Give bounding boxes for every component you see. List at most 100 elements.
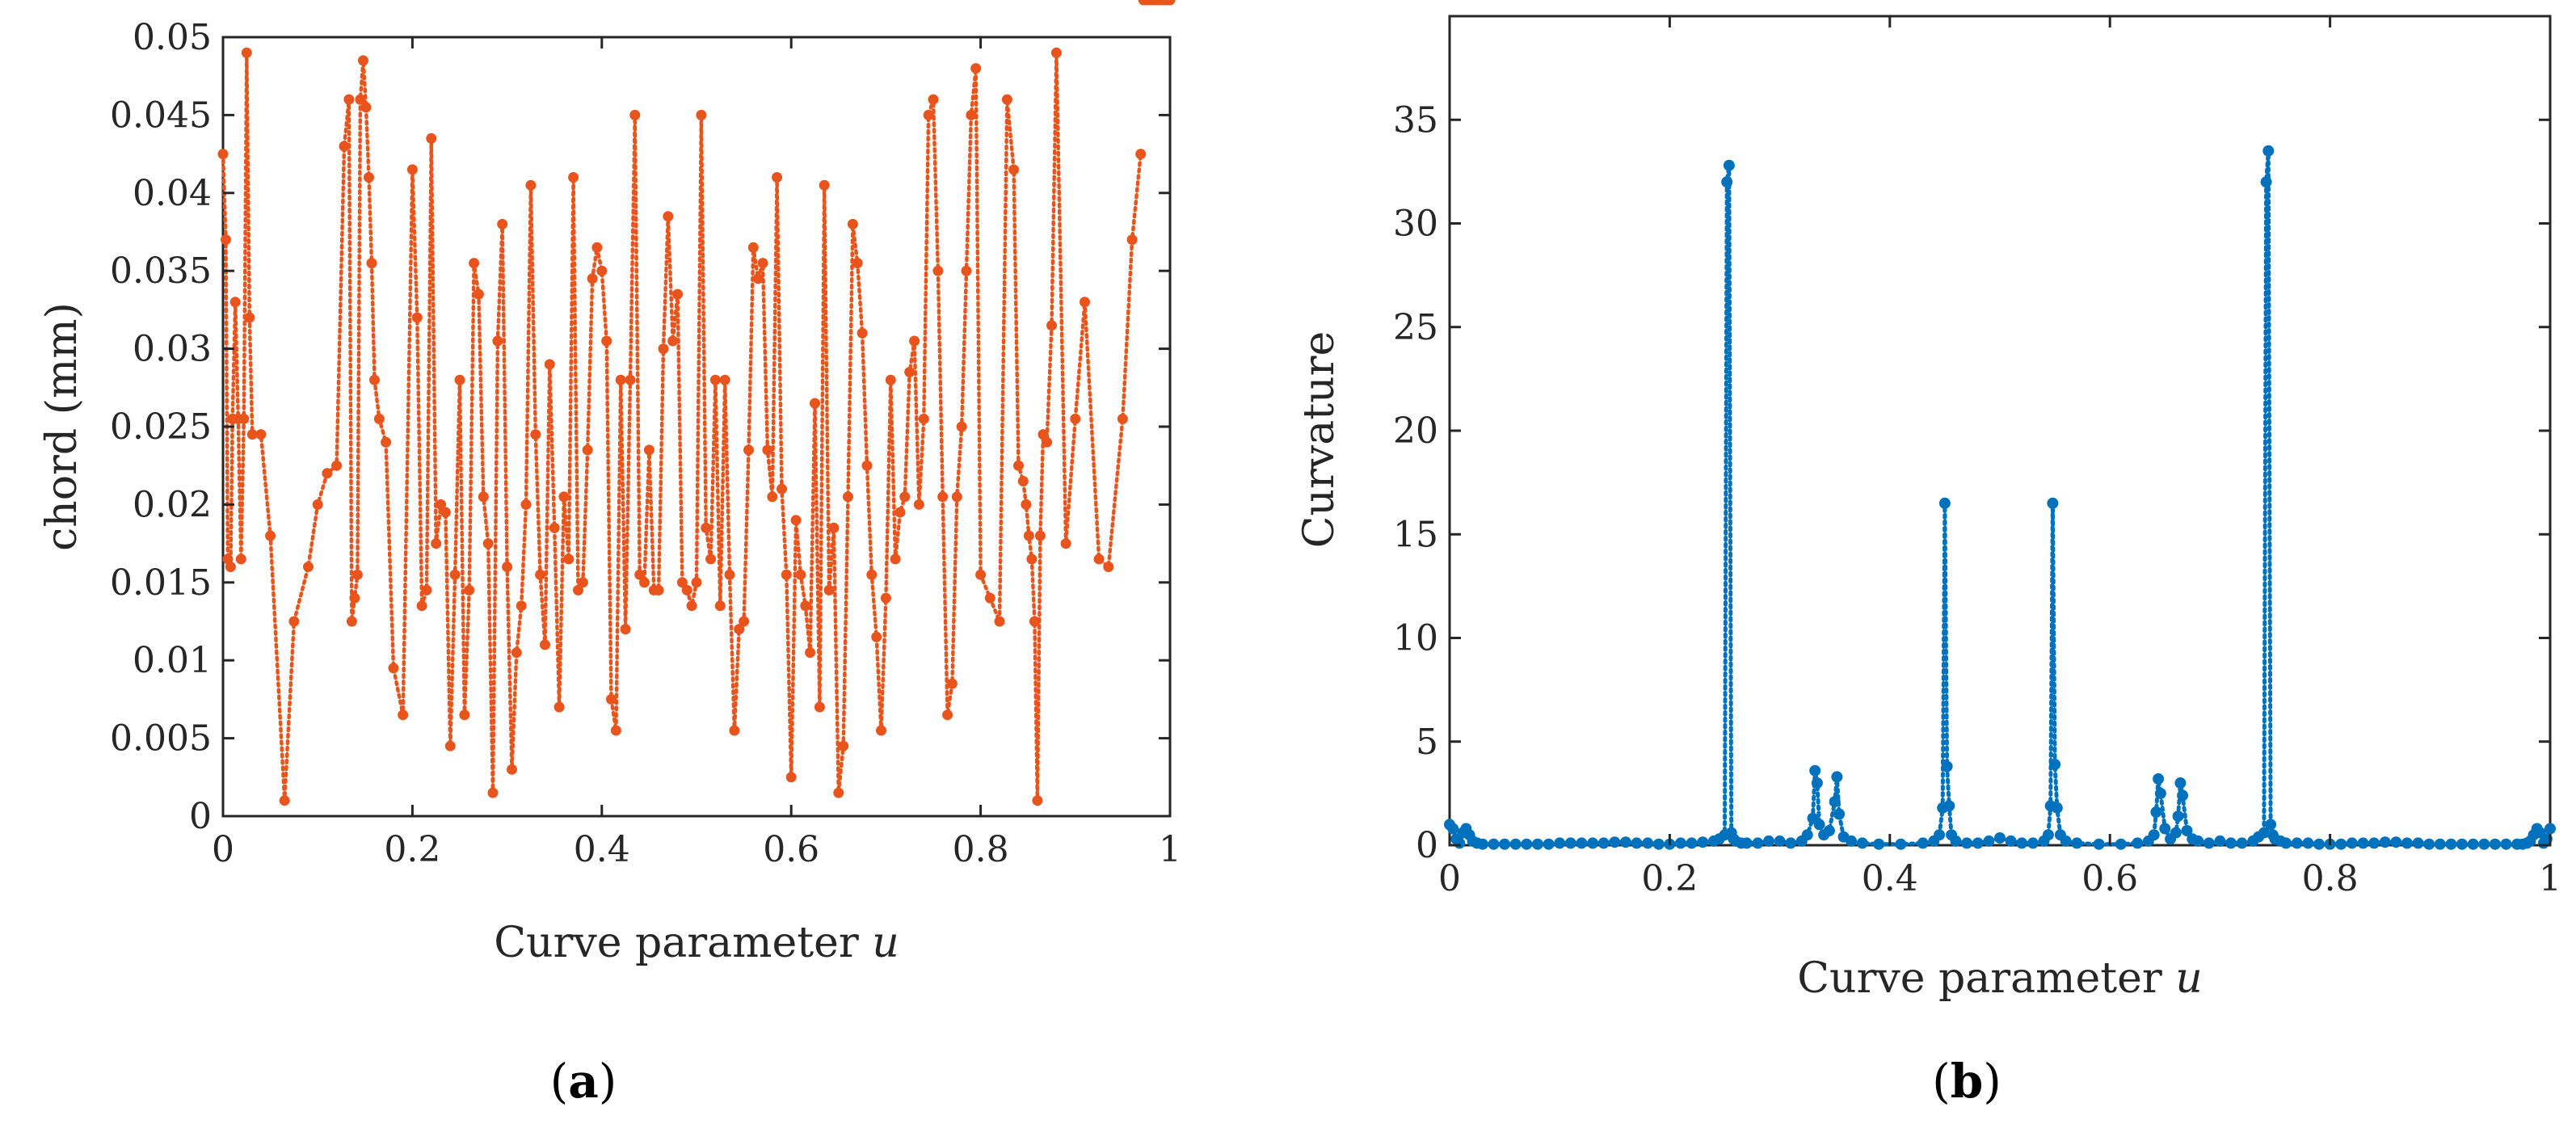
chart-a-data-point [431, 538, 442, 549]
chart-b-data-point [2005, 835, 2017, 847]
chart-a-data-point [411, 312, 423, 323]
chart-a-data-point [1029, 616, 1040, 627]
chart-a-data-point [691, 577, 702, 588]
chart-a-ytick-label: 0.045 [110, 95, 212, 136]
chart-b-frame [1448, 15, 2552, 847]
chart-b-data-point [2174, 777, 2187, 789]
chart-b-data-point [2265, 819, 2277, 831]
chart-a-data-point [701, 522, 712, 533]
chart-b-data-point [1564, 837, 1576, 849]
chart-a-ytick-label: 0.005 [110, 718, 212, 760]
chart-a-data-point [1164, 0, 1176, 6]
chart-b-data-point [2262, 145, 2275, 157]
chart-a-data-point [591, 242, 603, 253]
chart-a-ytick-label: 0 [189, 796, 212, 837]
chart-a-data-point [843, 491, 853, 503]
chart-a-data-point [852, 258, 863, 269]
chart-a-data-point [904, 367, 915, 377]
chart-a-data-point [885, 374, 896, 385]
chart-b-data-point [1774, 835, 1786, 847]
chart-a-data-point [823, 584, 835, 596]
chart-a-data-point [615, 374, 626, 385]
chart-b-data-point [2390, 836, 2402, 848]
chart-b-data-point [2214, 835, 2226, 847]
chart-a-data-point [913, 499, 924, 510]
chart-b-data-point [2467, 838, 2479, 850]
chart-b-data-point [2412, 837, 2424, 849]
chart-a-data-point [946, 678, 958, 689]
chart-a-data-point [563, 554, 575, 565]
chart-b-xlabel-text: Curve parameter [1797, 954, 2162, 1003]
chart-b-data-point [1785, 837, 1797, 849]
chart-b-marks [1444, 145, 2556, 850]
chart-b-data-point [2154, 787, 2166, 799]
chart-b-data-point [2027, 837, 2039, 849]
chart-b-data-point [1488, 838, 1500, 850]
chart-b-data-point [2203, 837, 2215, 849]
chart-b-ytick-label: 20 [1393, 410, 1438, 452]
chart-a-data-point [388, 663, 399, 674]
chart-a-data-point [994, 616, 1005, 627]
chart-a-data-point [734, 624, 745, 635]
chart-a-data-point [502, 562, 513, 572]
chart-a-series-line [221, 51, 1143, 802]
chart-b-data-point [2016, 837, 2028, 849]
chart-b-data-point [2346, 837, 2358, 849]
chart-a-data-point [238, 413, 250, 424]
chart-b-xtick-label: 0.6 [2081, 858, 2138, 899]
chart-b-data-point [1652, 838, 1665, 850]
chart-a-data-point [956, 421, 967, 432]
chart-a-data-point [540, 639, 550, 650]
chart-b-data-point [2192, 835, 2204, 847]
chart-b-data-point [2115, 838, 2127, 850]
chart-a-data-point [549, 522, 560, 533]
chart-a-data-point [535, 569, 546, 580]
chart-b-data-point [2148, 829, 2160, 841]
chart-a-data-point [923, 109, 934, 120]
chart-b-data-point [1723, 159, 1735, 171]
chart-a-data-point [1050, 47, 1062, 58]
chart-a-data-point [970, 63, 982, 74]
chart-a-data-point [1135, 149, 1147, 160]
chart-b-data-point [2434, 838, 2446, 850]
chart-b-data-point [2258, 827, 2270, 839]
chart-b-data-point [2280, 837, 2292, 849]
chart-a-data-point [530, 429, 541, 440]
chart-a-xlabel: Curve parameter u [494, 919, 899, 967]
chart-a-data-point [610, 725, 621, 736]
chart-b-data-point [1801, 829, 1813, 841]
chart-b-data-point [2177, 789, 2189, 802]
chart-b-data-point [1675, 837, 1686, 849]
chart-a-xtick-label: 0.8 [953, 829, 1009, 870]
chart-a-data-point [558, 491, 570, 503]
chart-a-data-point [398, 709, 409, 721]
chart-a-data-point [331, 460, 343, 471]
chart-b-data-point [1811, 777, 1823, 789]
chart-a-data-point [1023, 530, 1034, 541]
chart-b-data-point [2150, 806, 2162, 818]
chart-b-ytick-label: 25 [1393, 307, 1438, 348]
chart-b-data-point [1631, 837, 1643, 849]
chart-a-data-point [516, 600, 527, 612]
chart-a-data-point [1026, 554, 1038, 565]
chart-a-data-point [876, 725, 886, 736]
chart-a-marks [217, 0, 1176, 806]
chart-b-data-point [1813, 819, 1825, 831]
chart-a-data-point [1008, 164, 1020, 175]
chart-a-data-point [643, 444, 655, 456]
chart-b-data-point [2093, 838, 2105, 850]
chart-b-data-point [2260, 176, 2272, 188]
chart-b-data-point [2181, 825, 2193, 836]
chart-a-data-point [229, 297, 241, 308]
chart-a-data-point [1046, 320, 1057, 331]
chart-b-data-point [2049, 759, 2061, 770]
chart-b-data-point [1763, 835, 1774, 847]
chart-a-data-point [1093, 554, 1105, 565]
chart-b-data-point [1941, 760, 1953, 772]
chart-a-data-point [406, 164, 418, 175]
chart-b-data-point [1873, 838, 1885, 850]
chart-a-data-point [436, 499, 447, 510]
chart-b-data-point [1752, 837, 1764, 849]
